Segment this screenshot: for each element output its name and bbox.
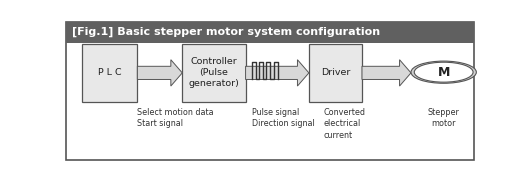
Text: Pulse signal
Direction signal: Pulse signal Direction signal [252,107,315,128]
Text: Controller
(Pulse
generator): Controller (Pulse generator) [189,57,239,89]
Circle shape [411,61,476,83]
FancyArrow shape [246,60,309,86]
Text: M: M [437,66,450,79]
FancyArrow shape [362,60,411,86]
Text: P L C: P L C [98,68,122,77]
Text: Stepper
motor: Stepper motor [428,107,460,128]
Text: Select motion data
Start signal: Select motion data Start signal [138,107,214,128]
FancyBboxPatch shape [309,44,362,102]
Text: [Fig.1] Basic stepper motor system configuration: [Fig.1] Basic stepper motor system confi… [72,27,380,37]
Text: Driver: Driver [321,68,350,77]
FancyBboxPatch shape [182,44,246,102]
FancyBboxPatch shape [66,22,474,43]
FancyArrow shape [138,60,182,86]
Text: Converted
electrical
current: Converted electrical current [323,107,365,140]
Circle shape [414,62,473,82]
FancyBboxPatch shape [82,44,138,102]
